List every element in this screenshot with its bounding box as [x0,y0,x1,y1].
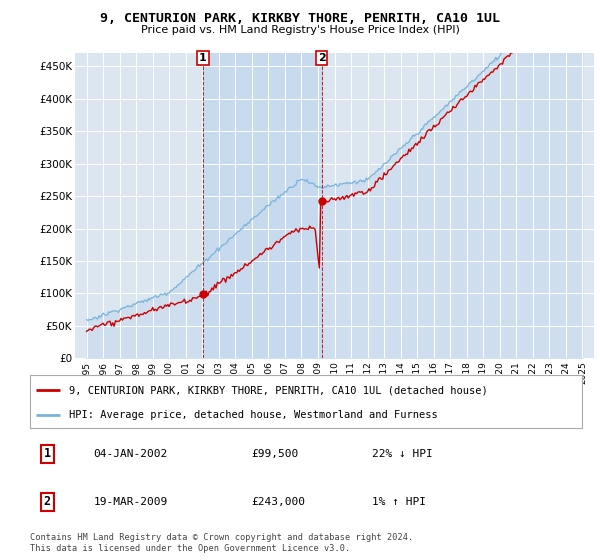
Text: 2: 2 [44,495,51,508]
Text: 9, CENTURION PARK, KIRKBY THORE, PENRITH, CA10 1UL: 9, CENTURION PARK, KIRKBY THORE, PENRITH… [100,12,500,25]
Text: 1% ↑ HPI: 1% ↑ HPI [372,497,426,507]
Text: 1: 1 [199,53,207,63]
Text: £243,000: £243,000 [251,497,305,507]
Text: £99,500: £99,500 [251,449,298,459]
Text: 1: 1 [44,447,51,460]
Text: 04-JAN-2002: 04-JAN-2002 [94,449,168,459]
Text: 22% ↓ HPI: 22% ↓ HPI [372,449,433,459]
Text: 19-MAR-2009: 19-MAR-2009 [94,497,168,507]
Text: 2: 2 [318,53,325,63]
Text: 9, CENTURION PARK, KIRKBY THORE, PENRITH, CA10 1UL (detached house): 9, CENTURION PARK, KIRKBY THORE, PENRITH… [68,385,487,395]
Bar [203,53,322,358]
Text: HPI: Average price, detached house, Westmorland and Furness: HPI: Average price, detached house, West… [68,410,437,420]
Text: Contains HM Land Registry data © Crown copyright and database right 2024.
This d: Contains HM Land Registry data © Crown c… [30,533,413,553]
Text: Price paid vs. HM Land Registry's House Price Index (HPI): Price paid vs. HM Land Registry's House … [140,25,460,35]
